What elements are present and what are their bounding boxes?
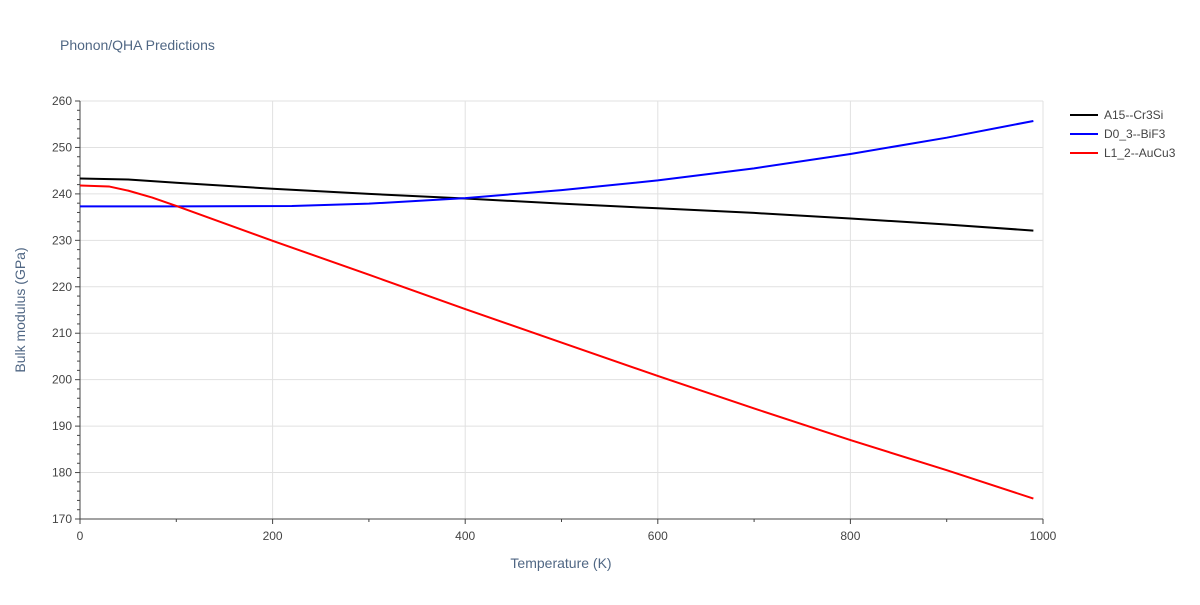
series-layer (79, 119, 1034, 500)
x-tick-label: 0 (77, 529, 84, 543)
y-tick-label: 200 (52, 373, 72, 387)
series-line-3 (79, 184, 1034, 500)
legend-item-3[interactable]: L1_2--AuCu3 (1070, 146, 1176, 160)
legend[interactable]: A15--Cr3Si D0_3--BiF3 L1_2--AuCu3 (1070, 108, 1176, 160)
legend-label: D0_3--BiF3 (1104, 127, 1166, 141)
x-axis-title: Temperature (K) (510, 555, 611, 571)
y-tick-label: 240 (52, 187, 72, 201)
axes-layer: 0 200 400 600 800 1000 170 180 190 200 210 220 230 24… (52, 94, 1057, 543)
y-tick-label: 180 (52, 466, 72, 480)
x-tick-label: 1000 (1030, 529, 1057, 543)
series-line-2 (80, 119, 1034, 208)
y-tick-label: 190 (52, 419, 72, 433)
x-tick-label: 200 (263, 529, 283, 543)
legend-item-1[interactable]: A15--Cr3Si (1070, 108, 1163, 122)
grid-layer (80, 100, 1044, 519)
chart-title: Phonon/QHA Predictions (60, 37, 215, 53)
y-tick-label: 170 (52, 512, 72, 526)
y-tick-label: 260 (52, 94, 72, 108)
x-tick-label: 400 (455, 529, 475, 543)
legend-item-2[interactable]: D0_3--BiF3 (1070, 127, 1166, 141)
legend-label: A15--Cr3Si (1104, 108, 1163, 122)
x-tick-label: 600 (648, 529, 668, 543)
y-tick-label: 230 (52, 233, 72, 247)
y-axis-title: Bulk modulus (GPa) (12, 247, 28, 372)
y-tick-label: 210 (52, 326, 72, 340)
legend-label: L1_2--AuCu3 (1104, 146, 1176, 160)
y-tick-label: 220 (52, 280, 72, 294)
x-tick-label: 800 (840, 529, 860, 543)
series-line-1 (79, 177, 1034, 232)
y-tick-label: 250 (52, 140, 72, 154)
